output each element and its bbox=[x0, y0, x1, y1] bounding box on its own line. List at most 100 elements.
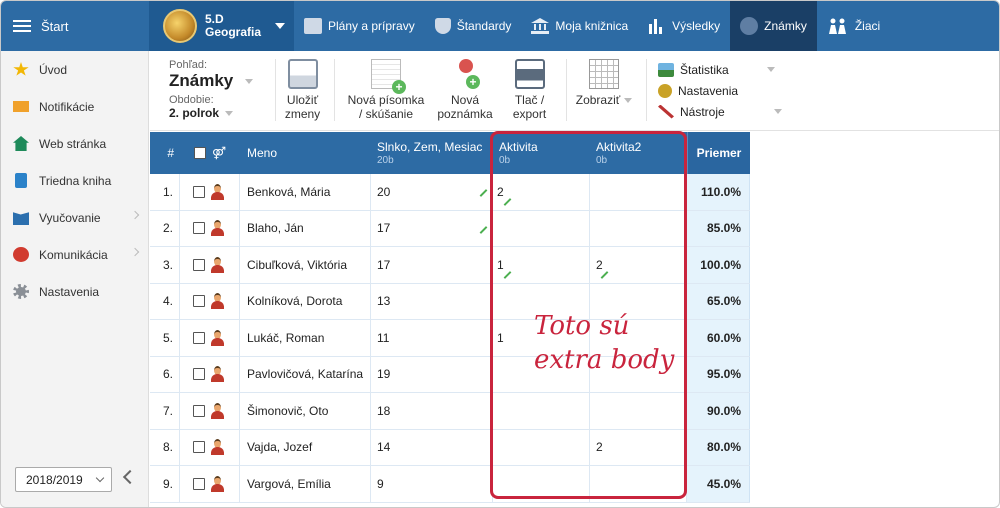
grade-cell-column-2[interactable] bbox=[493, 429, 590, 465]
grade-cell-column-1[interactable]: 17 bbox=[371, 210, 493, 246]
nav-standards[interactable]: Štandardy bbox=[425, 1, 522, 51]
table-row: 4. Kolníková, Dorota 13 65.0% bbox=[150, 283, 750, 320]
grade-cell-column-1[interactable]: 20 bbox=[371, 174, 493, 210]
student-name[interactable]: Pavlovičová, Katarína bbox=[240, 356, 371, 392]
save-changes-button[interactable]: Uložiť zmeny bbox=[280, 59, 325, 121]
student-avatar-icon bbox=[211, 366, 224, 383]
nav-plans[interactable]: Plány a prípravy bbox=[294, 1, 425, 51]
toolbar-divider bbox=[334, 59, 335, 121]
top-navigation: Štart 5.D Geografia Plány a prípravy Šta… bbox=[1, 1, 999, 51]
caret-down-icon bbox=[766, 67, 775, 72]
sidebar-item-communication[interactable]: Komunikácia bbox=[1, 236, 148, 273]
student-name[interactable]: Benková, Mária bbox=[240, 174, 371, 210]
nav-plans-label: Plány a prípravy bbox=[328, 19, 415, 33]
sidebar-item-teaching[interactable]: Vyučovanie bbox=[1, 199, 148, 236]
hamburger-icon bbox=[13, 20, 31, 32]
save-icon bbox=[287, 59, 318, 89]
class-logo-icon bbox=[163, 9, 197, 43]
student-name[interactable]: Vajda, Jozef bbox=[240, 429, 371, 465]
select-all-checkbox[interactable] bbox=[194, 147, 206, 159]
nav-grades[interactable]: Známky bbox=[730, 1, 817, 51]
grade-cell-column-2[interactable] bbox=[493, 393, 590, 429]
grade-cell-column-2[interactable] bbox=[493, 283, 590, 319]
grade-cell-column-2[interactable]: 1 bbox=[493, 320, 590, 356]
grade-cell-column-1[interactable]: 13 bbox=[371, 283, 493, 319]
table-row: 5. Lukáč, Roman 11 1 60.0% bbox=[150, 320, 750, 357]
class-code: 5.D bbox=[205, 12, 224, 26]
row-checkbox[interactable] bbox=[193, 441, 205, 454]
new-note-button[interactable]: Nová poznámka bbox=[435, 59, 495, 121]
sidebar-item-label: Triedna kniha bbox=[39, 173, 112, 188]
grade-cell-column-2[interactable] bbox=[493, 356, 590, 392]
grade-cell-column-2[interactable] bbox=[493, 466, 590, 502]
row-checkbox[interactable] bbox=[193, 258, 205, 271]
toolbar-divider bbox=[275, 59, 276, 121]
show-button[interactable]: Zobraziť bbox=[573, 59, 635, 107]
student-name[interactable]: Vargová, Emília bbox=[240, 466, 371, 502]
sidebar: Úvod Notifikácie Web stránka Triedna kni… bbox=[1, 51, 149, 507]
annotation-line-1: Toto sú bbox=[534, 311, 630, 341]
view-dropdown[interactable]: Známky bbox=[169, 71, 269, 91]
sidebar-item-classbook[interactable]: Triedna kniha bbox=[1, 162, 148, 199]
row-checkbox[interactable] bbox=[193, 185, 205, 198]
sidebar-item-intro[interactable]: Úvod bbox=[1, 51, 148, 88]
class-selector[interactable]: 5.D Geografia bbox=[149, 1, 294, 51]
period-dropdown[interactable]: 2. polrok bbox=[169, 106, 269, 120]
new-test-label-1: Nová písomka bbox=[347, 93, 425, 107]
grade-cell-column-1[interactable]: 14 bbox=[371, 429, 493, 465]
grade-cell-column-1[interactable]: 9 bbox=[371, 466, 493, 502]
header-select-all: ⚤ bbox=[194, 145, 226, 161]
student-name[interactable]: Lukáč, Roman bbox=[240, 320, 371, 356]
row-checkbox[interactable] bbox=[193, 404, 205, 417]
new-test-button[interactable]: Nová písomka / skúšanie bbox=[342, 59, 430, 121]
row-checkbox[interactable] bbox=[193, 368, 205, 381]
chat-icon bbox=[13, 247, 29, 262]
print-export-button[interactable]: Tlač / export bbox=[502, 59, 557, 121]
row-checkbox[interactable] bbox=[193, 222, 205, 235]
start-menu-button[interactable]: Štart bbox=[1, 1, 149, 51]
printer-icon bbox=[514, 59, 545, 89]
chevron-down-icon bbox=[95, 473, 105, 483]
row-number: 6. bbox=[150, 356, 180, 392]
student-name[interactable]: Blaho, Ján bbox=[240, 210, 371, 246]
nav-students[interactable]: Žiaci bbox=[817, 1, 890, 51]
table-row: 2. Blaho, Ján 17 85.0% bbox=[150, 210, 750, 247]
grade-cell-column-2[interactable] bbox=[493, 210, 590, 246]
tools-menu[interactable]: Nástroje bbox=[658, 101, 782, 122]
student-name[interactable]: Kolníková, Dorota bbox=[240, 283, 371, 319]
settings-menu[interactable]: Nastavenia bbox=[658, 80, 782, 101]
print-label-1: Tlač / bbox=[514, 93, 545, 107]
folder-icon bbox=[304, 18, 322, 34]
student-name[interactable]: Šimonovič, Oto bbox=[240, 393, 371, 429]
sidebar-item-notifications[interactable]: Notifikácie bbox=[1, 88, 148, 125]
header-column-1[interactable]: Slnko, Zem, Mesiac 20b bbox=[377, 132, 482, 174]
row-checkbox[interactable] bbox=[193, 477, 205, 490]
row-select bbox=[180, 247, 240, 283]
sidebar-item-label: Úvod bbox=[39, 62, 68, 77]
grade-cell-column-2[interactable]: 2 bbox=[493, 174, 590, 210]
nav-library[interactable]: Moja knižnica bbox=[521, 1, 638, 51]
row-checkbox[interactable] bbox=[193, 295, 205, 308]
average-cell: 95.0% bbox=[687, 356, 750, 392]
new-note-label-1: Nová bbox=[450, 93, 479, 107]
grade-cell-column-1[interactable]: 18 bbox=[371, 393, 493, 429]
grade-cell-column-1[interactable]: 17 bbox=[371, 247, 493, 283]
row-checkbox[interactable] bbox=[193, 331, 205, 344]
nav-results[interactable]: Výsledky bbox=[638, 1, 730, 51]
grade-cell-column-1[interactable]: 11 bbox=[371, 320, 493, 356]
student-name[interactable]: Cibuľková, Viktória bbox=[240, 247, 371, 283]
statistics-label: Štatistika bbox=[680, 62, 729, 77]
header-column-2[interactable]: Aktivita 0b bbox=[499, 132, 538, 174]
average-cell: 65.0% bbox=[687, 283, 750, 319]
statistics-menu[interactable]: Štatistika bbox=[658, 59, 782, 80]
school-year-select[interactable]: 2018/2019 bbox=[15, 467, 112, 492]
grade-cell-column-1[interactable]: 19 bbox=[371, 356, 493, 392]
grade-cell-column-2[interactable]: 1 bbox=[493, 247, 590, 283]
sidebar-item-label: Komunikácia bbox=[39, 247, 108, 262]
header-column-3[interactable]: Aktivita2 0b bbox=[596, 132, 641, 174]
row-number: 9. bbox=[150, 466, 180, 502]
sidebar-item-settings[interactable]: Nastavenia bbox=[1, 273, 148, 310]
students-icon bbox=[827, 18, 849, 34]
sidebar-item-website[interactable]: Web stránka bbox=[1, 125, 148, 162]
toolbar-divider bbox=[566, 59, 567, 121]
